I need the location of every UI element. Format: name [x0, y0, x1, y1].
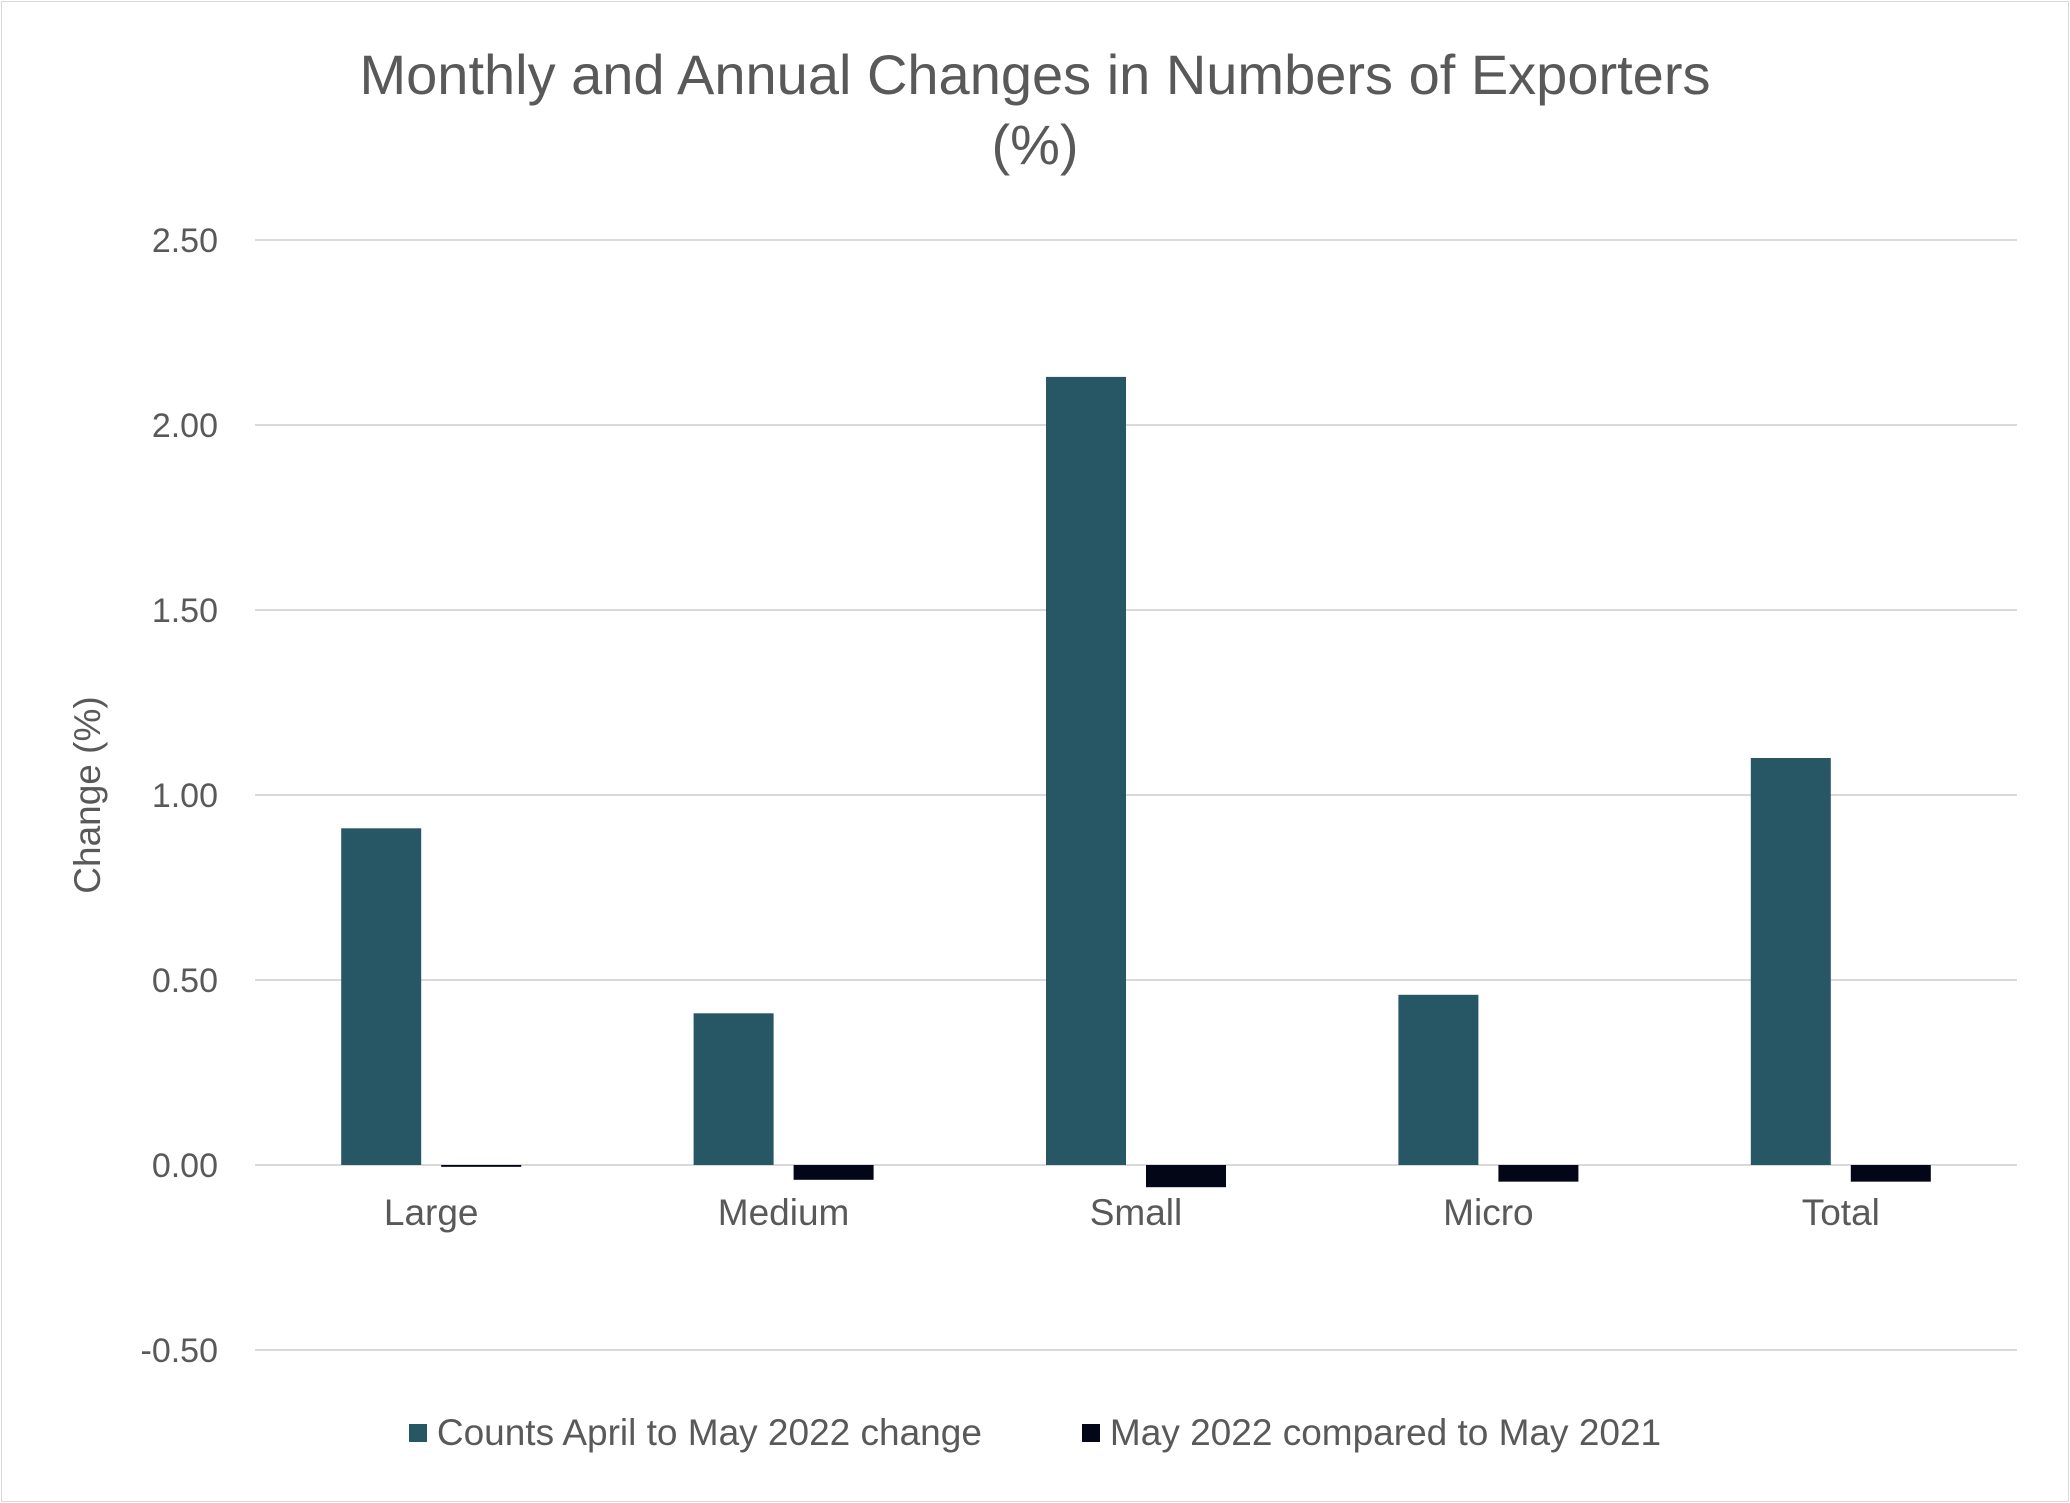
bar-small-series1	[1146, 1165, 1226, 1188]
x-tick-label: Micro	[1443, 1192, 1533, 1233]
bar-medium-series1	[793, 1165, 874, 1180]
legend: Counts April to May 2022 change May 2022…	[0, 1412, 2070, 1454]
chart-title-line1: Monthly and Annual Changes in Numbers of…	[359, 43, 1711, 106]
y-tick-label: 0.00	[152, 1147, 218, 1185]
y-axis-label: Change (%)	[67, 696, 108, 893]
bar-total-series0	[1750, 758, 1831, 1165]
y-tick-label: 1.00	[152, 777, 218, 815]
y-tick-label: -0.50	[141, 1332, 219, 1370]
bar-micro-series1	[1498, 1165, 1579, 1182]
bar-large-series0	[341, 828, 422, 1165]
legend-swatch-annual	[1081, 1424, 1100, 1442]
bar-small-series0	[1046, 376, 1126, 1165]
bar-large-series1	[441, 1165, 522, 1167]
x-tick-label: Small	[1090, 1192, 1183, 1233]
x-tick-label: Medium	[718, 1192, 850, 1233]
legend-item-annual: May 2022 compared to May 2021	[1081, 1412, 1662, 1454]
y-tick-label: 2.50	[152, 222, 218, 260]
x-tick-label: Total	[1802, 1192, 1880, 1233]
legend-label-monthly: Counts April to May 2022 change	[436, 1412, 982, 1453]
chart-title: Monthly and Annual Changes in Numbers of…	[0, 40, 2070, 180]
legend-label-annual: May 2022 compared to May 2021	[1109, 1412, 1662, 1453]
x-tick-label: Large	[384, 1192, 479, 1233]
y-tick-label: 1.50	[152, 592, 218, 630]
bar-micro-series0	[1398, 994, 1479, 1165]
chart-title-line2: (%)	[991, 113, 1079, 176]
bar-total-series1	[1850, 1165, 1931, 1182]
bar-medium-series0	[693, 1013, 774, 1165]
legend-item-monthly: Counts April to May 2022 change	[408, 1412, 982, 1454]
y-tick-label: 2.00	[152, 407, 218, 445]
legend-swatch-monthly	[408, 1424, 427, 1442]
y-tick-label: 0.50	[152, 962, 218, 1000]
